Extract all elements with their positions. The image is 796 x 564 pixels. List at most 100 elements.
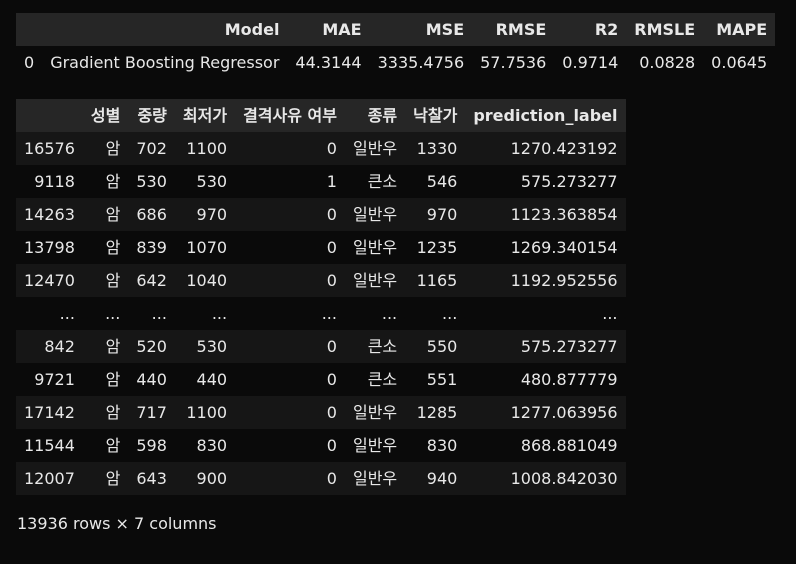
metrics-index-header	[16, 13, 42, 46]
metrics-header-rmsle: RMSLE	[634, 20, 696, 39]
table-row: 13798 암 839 1070 0 일반우 1235 1269.340154	[16, 231, 626, 264]
predictions-header-min-price: 최저가	[182, 106, 228, 125]
cell-prediction-label: 480.877779	[520, 370, 618, 389]
cell-sex: 암	[105, 139, 121, 158]
cell-sex: 암	[105, 172, 121, 191]
cell-prediction-label: 1123.363854	[510, 205, 618, 224]
cell-kind: 일반우	[352, 469, 398, 488]
table-row: 11544 암 598 830 0 일반우 830 868.881049	[16, 429, 626, 462]
metrics-header-mae: MAE	[322, 20, 362, 39]
cell-weight: 717	[136, 403, 167, 422]
metrics-row: 0 Gradient Boosting Regressor 44.3144 33…	[16, 46, 775, 79]
table-row: 16576 암 702 1100 0 일반우 1330 1270.423192	[16, 132, 626, 165]
cell-disqualified: 0	[326, 370, 337, 389]
cell-disqualified: 0	[326, 238, 337, 257]
metrics-mse: 3335.4756	[377, 53, 465, 72]
cell-kind: 큰소	[367, 337, 398, 356]
predictions-header-sex: 성별	[90, 106, 121, 125]
predictions-header-disqualified: 결격사유 여부	[243, 106, 337, 125]
cell-weight: 686	[136, 205, 167, 224]
cell-sex: 암	[105, 238, 121, 257]
cell-weight: 520	[136, 337, 167, 356]
cell-kind: 큰소	[367, 172, 398, 191]
cell-winning-bid: 830	[426, 436, 458, 455]
cell-sex: 암	[105, 337, 121, 356]
cell-kind: 일반우	[352, 271, 398, 290]
predictions-header-kind: 종류	[367, 106, 398, 125]
cell-prediction-label: 868.881049	[520, 436, 618, 455]
predictions-table: 성별 중량 최저가 결격사유 여부 종류 낙찰가 prediction_labe…	[16, 99, 626, 495]
metrics-row-index: 0	[24, 53, 35, 72]
predictions-index-header	[16, 99, 83, 132]
cell-min-price: 1100	[186, 403, 228, 422]
table-row: 12007 암 643 900 0 일반우 940 1008.842030	[16, 462, 626, 495]
cell-row-index: 12007	[24, 469, 75, 488]
cell-min-price: 1040	[186, 271, 228, 290]
cell-min-price: 440	[196, 370, 228, 389]
cell-weight: 839	[136, 238, 167, 257]
cell-prediction-label: ...	[602, 304, 618, 323]
cell-disqualified: 0	[326, 139, 337, 158]
cell-winning-bid: 1330	[416, 139, 458, 158]
cell-disqualified: 0	[326, 403, 337, 422]
cell-disqualified: ...	[321, 304, 337, 323]
cell-sex: 암	[105, 436, 121, 455]
cell-weight: 530	[136, 172, 167, 191]
metrics-mae: 44.3144	[295, 53, 362, 72]
cell-min-price: 530	[196, 337, 228, 356]
metrics-header-model: Model	[224, 20, 280, 39]
table-row: 9721 암 440 440 0 큰소 551 480.877779	[16, 363, 626, 396]
cell-row-index: 12470	[24, 271, 75, 290]
cell-sex: ...	[105, 304, 121, 323]
cell-disqualified: 0	[326, 205, 337, 224]
cell-min-price: 830	[196, 436, 228, 455]
cell-winning-bid: ...	[442, 304, 458, 323]
metrics-header-r2: R2	[594, 20, 619, 39]
cell-winning-bid: 1235	[416, 238, 458, 257]
cell-sex: 암	[105, 403, 121, 422]
cell-kind: 일반우	[352, 238, 398, 257]
predictions-header-prediction-label: prediction_label	[473, 106, 618, 125]
metrics-rmse: 57.7536	[480, 53, 547, 72]
cell-prediction-label: 1192.952556	[510, 271, 618, 290]
cell-min-price: 1070	[186, 238, 228, 257]
cell-row-index: 9721	[34, 370, 75, 389]
cell-winning-bid: 550	[426, 337, 458, 356]
cell-row-index: 17142	[24, 403, 75, 422]
cell-prediction-label: 575.273277	[520, 172, 618, 191]
cell-min-price: 900	[196, 469, 228, 488]
cell-kind: ...	[381, 304, 398, 323]
cell-kind: 일반우	[352, 403, 398, 422]
cell-disqualified: 1	[326, 172, 337, 191]
cell-row-index: 9118	[34, 172, 75, 191]
cell-row-index: 11544	[24, 436, 75, 455]
cell-prediction-label: 1008.842030	[510, 469, 618, 488]
metrics-header-mse: MSE	[425, 20, 465, 39]
cell-disqualified: 0	[326, 469, 337, 488]
cell-kind: 일반우	[352, 205, 398, 224]
cell-winning-bid: 940	[426, 469, 458, 488]
cell-prediction-label: 575.273277	[520, 337, 618, 356]
metrics-model: Gradient Boosting Regressor	[50, 53, 280, 72]
cell-sex: 암	[105, 205, 121, 224]
cell-winning-bid: 970	[426, 205, 458, 224]
table-row: 17142 암 717 1100 0 일반우 1285 1277.063956	[16, 396, 626, 429]
cell-weight: 440	[136, 370, 167, 389]
cell-weight: 643	[136, 469, 167, 488]
cell-kind: 일반우	[352, 436, 398, 455]
cell-winning-bid: 546	[426, 172, 458, 191]
cell-prediction-label: 1270.423192	[510, 139, 618, 158]
cell-row-index: 13798	[24, 238, 75, 257]
cell-weight: 598	[136, 436, 167, 455]
table-row: 12470 암 642 1040 0 일반우 1165 1192.952556	[16, 264, 626, 297]
cell-disqualified: 0	[326, 436, 337, 455]
predictions-header-winning-bid: 낙찰가	[413, 106, 458, 125]
metrics-header-mape: MAPE	[716, 20, 768, 39]
cell-sex: 암	[105, 271, 121, 290]
row-count-footer: 13936 rows × 7 columns	[17, 514, 217, 533]
cell-prediction-label: 1277.063956	[510, 403, 618, 422]
table-row: 842 암 520 530 0 큰소 550 575.273277	[16, 330, 626, 363]
cell-weight: 702	[136, 139, 167, 158]
predictions-header-weight: 중량	[137, 106, 167, 125]
